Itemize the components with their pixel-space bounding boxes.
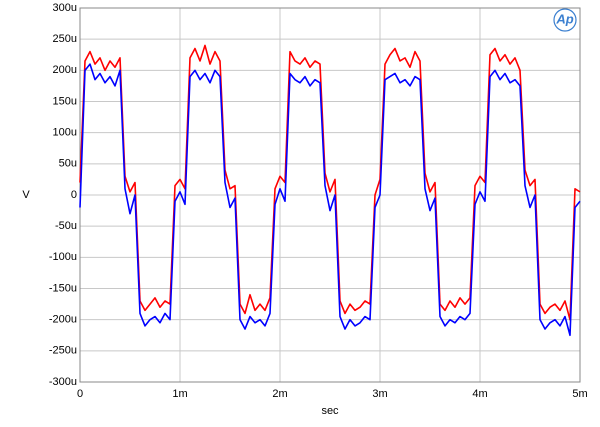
- y-tick-label: 250u: [53, 33, 77, 45]
- x-tick-label: 2m: [272, 388, 287, 400]
- series-line: [79, 44, 581, 321]
- y-tick-label: 100u: [53, 127, 77, 139]
- y-tick-label: -50u: [55, 220, 77, 232]
- y-tick-label: 50u: [59, 158, 77, 170]
- x-tick-label: 3m: [372, 388, 387, 400]
- x-tick-label: 5m: [572, 388, 587, 400]
- y-tick-label: -100u: [49, 251, 77, 263]
- x-tick-label: 4m: [472, 388, 487, 400]
- y-tick-label: -250u: [49, 345, 77, 357]
- y-tick-label: 200u: [53, 64, 77, 76]
- series-line: [79, 63, 581, 337]
- x-tick-label: 1m: [172, 388, 187, 400]
- x-axis-label: sec: [321, 405, 339, 417]
- logo: Ap: [555, 11, 573, 26]
- y-tick-label: -200u: [49, 314, 77, 326]
- y-tick-label: -150u: [49, 282, 77, 294]
- x-tick-label: 0: [77, 388, 83, 400]
- logo-ring: [553, 8, 577, 32]
- y-tick-label: -300u: [49, 376, 77, 388]
- y-axis-label: V: [22, 189, 30, 201]
- y-tick-label: 150u: [53, 95, 77, 107]
- y-tick-label: 0: [71, 189, 77, 201]
- y-tick-label: 300u: [53, 2, 77, 14]
